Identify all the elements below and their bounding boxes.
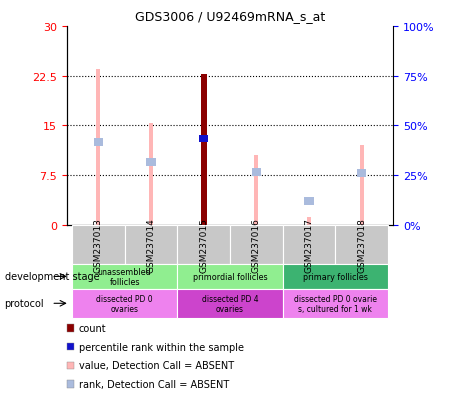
Bar	[307, 217, 310, 225]
Bar	[93, 138, 103, 147]
Text: primary follicles: primary follicles	[302, 272, 367, 281]
Text: GSM237014: GSM237014	[146, 217, 155, 272]
Bar	[149, 124, 152, 225]
Text: dissected PD 0
ovaries: dissected PD 0 ovaries	[96, 294, 153, 313]
Bar	[96, 70, 100, 225]
Bar	[359, 146, 363, 225]
Bar	[254, 156, 257, 225]
Text: value, Detection Call = ABSENT: value, Detection Call = ABSENT	[78, 361, 233, 370]
Text: GSM237016: GSM237016	[251, 217, 260, 272]
Bar	[251, 168, 261, 176]
Text: count: count	[78, 323, 106, 333]
Text: GSM237018: GSM237018	[357, 217, 365, 272]
Title: GDS3006 / U92469mRNA_s_at: GDS3006 / U92469mRNA_s_at	[134, 10, 325, 23]
Text: protocol: protocol	[5, 299, 44, 309]
Text: development stage: development stage	[5, 272, 99, 282]
Text: rank, Detection Call = ABSENT: rank, Detection Call = ABSENT	[78, 379, 229, 389]
Text: dissected PD 4
ovaries: dissected PD 4 ovaries	[201, 294, 258, 313]
Bar	[303, 198, 313, 206]
Text: GSM237017: GSM237017	[304, 217, 313, 272]
Text: GSM237015: GSM237015	[199, 217, 208, 272]
Text: unassembled
follicles: unassembled follicles	[98, 267, 151, 286]
Text: GSM237013: GSM237013	[94, 217, 102, 272]
Bar	[146, 158, 156, 166]
Bar	[198, 135, 208, 143]
Text: dissected PD 0 ovarie
s, cultured for 1 wk: dissected PD 0 ovarie s, cultured for 1 …	[293, 294, 376, 313]
Text: primordial follicles: primordial follicles	[192, 272, 267, 281]
Bar	[200, 74, 207, 225]
Bar	[356, 170, 366, 178]
Text: percentile rank within the sample: percentile rank within the sample	[78, 342, 243, 352]
